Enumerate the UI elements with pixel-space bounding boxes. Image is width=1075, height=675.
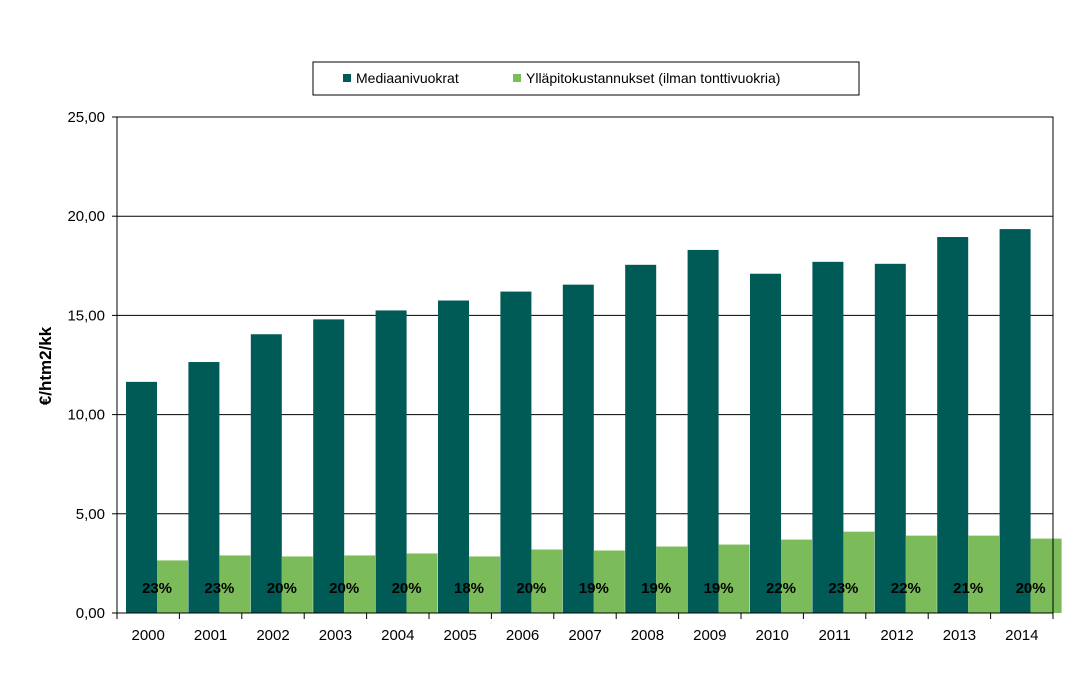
bar-yllapitokustannukset xyxy=(531,549,563,613)
x-tick-label: 2010 xyxy=(756,627,789,644)
data-label-percent: 19% xyxy=(641,580,671,597)
x-tick-label: 2005 xyxy=(444,627,477,644)
y-tick-label: 5,00 xyxy=(76,506,105,523)
y-axis-label: €/htm2/kk xyxy=(36,326,55,405)
data-label-percent: 18% xyxy=(454,580,484,597)
bar-mediaanivuokrat xyxy=(500,291,532,613)
bar-yllapitokustannukset xyxy=(281,556,313,613)
y-tick-label: 15,00 xyxy=(67,307,105,324)
bar-mediaanivuokrat xyxy=(625,264,657,613)
data-labels: 23% 23% 20% 20% 20% 18% 20% 19% 19% 19% 22% 23% 22% 2… xyxy=(142,580,1046,597)
data-label-percent: 20% xyxy=(392,580,422,597)
bar-yllapitokustannukset xyxy=(843,531,875,613)
x-tick-label: 2001 xyxy=(194,627,227,644)
bar-yllapitokustannukset xyxy=(968,535,1000,613)
plot-area-frame xyxy=(116,116,1054,614)
x-tick-label: 2008 xyxy=(631,627,664,644)
x-tick-label: 2000 xyxy=(132,627,165,644)
x-tick-label: 2006 xyxy=(506,627,539,644)
legend-swatch-yllapitokustannukset xyxy=(513,74,521,82)
bar-mediaanivuokrat xyxy=(188,362,220,613)
x-tick-label: 2004 xyxy=(381,627,414,644)
bar-mediaanivuokrat xyxy=(313,319,345,613)
x-tick-label: 2014 xyxy=(1005,627,1038,644)
bar-mediaanivuokrat xyxy=(999,229,1031,613)
data-label-percent: 19% xyxy=(579,580,609,597)
bar-yllapitokustannukset xyxy=(406,553,438,613)
data-label-percent: 20% xyxy=(329,580,359,597)
bar-yllapitokustannukset xyxy=(718,544,750,613)
y-tick-label: 20,00 xyxy=(67,208,105,225)
bars xyxy=(126,229,1062,614)
bar-yllapitokustannukset xyxy=(593,550,625,613)
bar-mediaanivuokrat xyxy=(126,381,157,613)
legend-box xyxy=(312,61,860,96)
y-tick-label: 10,00 xyxy=(67,407,105,424)
data-label-percent: 23% xyxy=(204,580,234,597)
bar-mediaanivuokrat xyxy=(562,284,594,613)
legend-label-yllapitokustannukset: Ylläpitokustannukset (ilman tonttivuokri… xyxy=(526,70,780,86)
axes: 0,00 5,00 10,00 15,00 20,00 25,00 2000 2001 2002… xyxy=(67,109,1054,644)
bar-yllapitokustannukset xyxy=(469,556,500,613)
x-tick-label: 2003 xyxy=(319,627,352,644)
data-label-percent: 20% xyxy=(267,580,297,597)
bar-yllapitokustannukset xyxy=(781,539,812,613)
bar-yllapitokustannukset xyxy=(157,560,188,613)
bar-mediaanivuokrat xyxy=(438,300,469,613)
data-label-percent: 20% xyxy=(516,580,546,597)
data-label-percent: 23% xyxy=(142,580,172,597)
data-label-percent: 22% xyxy=(766,580,796,597)
y-tick-label: 25,00 xyxy=(67,109,105,126)
x-tick-label: 2009 xyxy=(693,627,726,644)
bar-mediaanivuokrat xyxy=(874,263,906,613)
x-tick-label: 2012 xyxy=(880,627,913,644)
data-label-percent: 23% xyxy=(828,580,858,597)
bar-yllapitokustannukset xyxy=(344,555,376,613)
legend: Mediaanivuokrat Ylläpitokustannukset (il… xyxy=(312,61,860,96)
data-label-percent: 19% xyxy=(704,580,734,597)
bar-yllapitokustannukset xyxy=(905,535,937,613)
bar-yllapitokustannukset xyxy=(219,555,251,613)
bar-yllapitokustannukset xyxy=(1030,538,1062,613)
bar-mediaanivuokrat xyxy=(250,334,282,613)
x-tick-label: 2002 xyxy=(256,627,289,644)
legend-swatch-mediaanivuokrat xyxy=(343,74,351,82)
bar-mediaanivuokrat xyxy=(687,249,719,614)
data-label-percent: 22% xyxy=(891,580,921,597)
legend-label-mediaanivuokrat: Mediaanivuokrat xyxy=(356,70,459,86)
y-tick-label: 0,00 xyxy=(76,605,105,622)
bar-yllapitokustannukset xyxy=(656,546,688,613)
bar-mediaanivuokrat xyxy=(375,310,407,613)
x-tick-label: 2011 xyxy=(818,627,850,644)
data-label-percent: 21% xyxy=(953,580,983,597)
bar-mediaanivuokrat xyxy=(750,273,781,613)
x-tick-label: 2007 xyxy=(568,627,601,644)
data-label-percent: 20% xyxy=(1016,580,1046,597)
x-tick-label: 2013 xyxy=(943,627,976,644)
bar-mediaanivuokrat xyxy=(812,261,844,613)
bar-mediaanivuokrat xyxy=(937,237,969,614)
